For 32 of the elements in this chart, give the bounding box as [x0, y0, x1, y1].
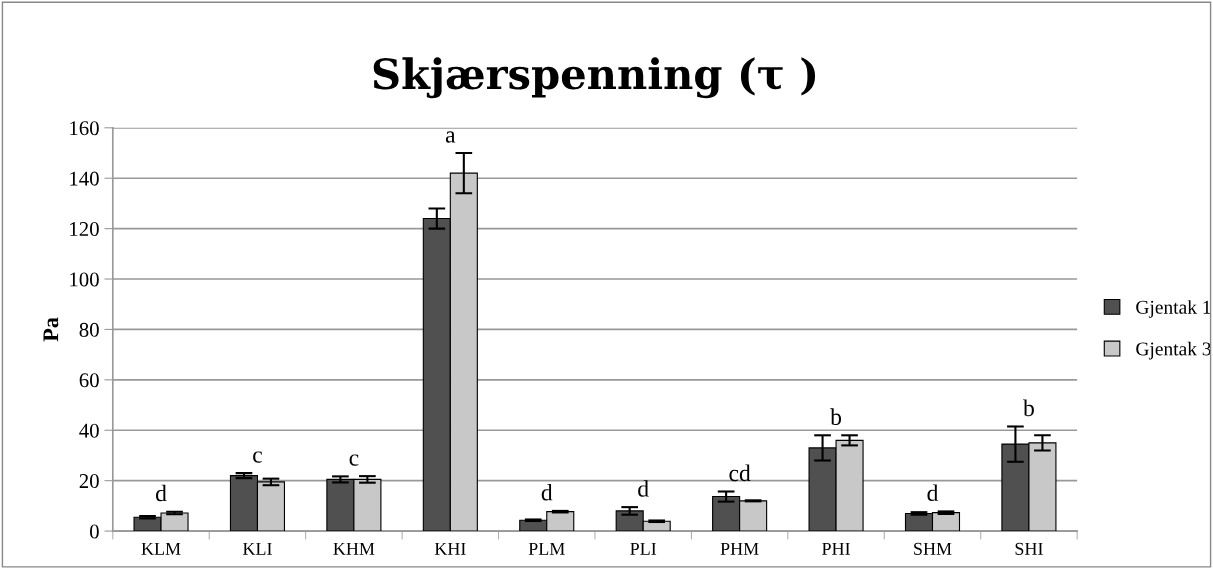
annotation: cd [729, 464, 751, 482]
annotation: d [155, 484, 167, 502]
annotation: c [253, 451, 262, 463]
x-tick-label: KLM [141, 542, 181, 555]
y-tick-label: 80 [79, 322, 99, 337]
legend-label: Gjentak 1 [1136, 300, 1211, 318]
x-tick-label: KHI [434, 542, 466, 555]
y-tick-label: 40 [79, 423, 99, 438]
y-tick-label: 0 [89, 524, 99, 539]
x-tick-label: PHI [822, 542, 850, 555]
annotation: a [445, 131, 456, 143]
x-tick-label: KLI [242, 542, 272, 555]
x-tick-label: PLM [528, 542, 565, 555]
chart-title: Skjærspenning (τ ) [373, 57, 816, 99]
annotation: d [927, 484, 939, 502]
y-tick-label: 120 [70, 221, 99, 237]
y-tick-label: 20 [79, 474, 99, 489]
annotation: b [1023, 399, 1034, 417]
y-axis-title: Pa [43, 317, 59, 342]
x-tick-label: SHM [914, 542, 952, 555]
y-tick-label: 140 [70, 171, 99, 186]
y-tick-label: 160 [70, 121, 99, 136]
annotation: c [349, 454, 359, 466]
annotation: d [541, 483, 553, 501]
annotation: b [830, 408, 842, 425]
annotation: d [638, 480, 649, 497]
y-tick-label: 60 [79, 373, 99, 388]
y-tick-label: 100 [70, 272, 99, 287]
x-tick-label: SHI [1015, 542, 1043, 555]
x-tick-label: PLI [630, 542, 657, 555]
x-tick-label: KHM [333, 542, 375, 555]
x-tick-label: PHM [720, 542, 759, 555]
